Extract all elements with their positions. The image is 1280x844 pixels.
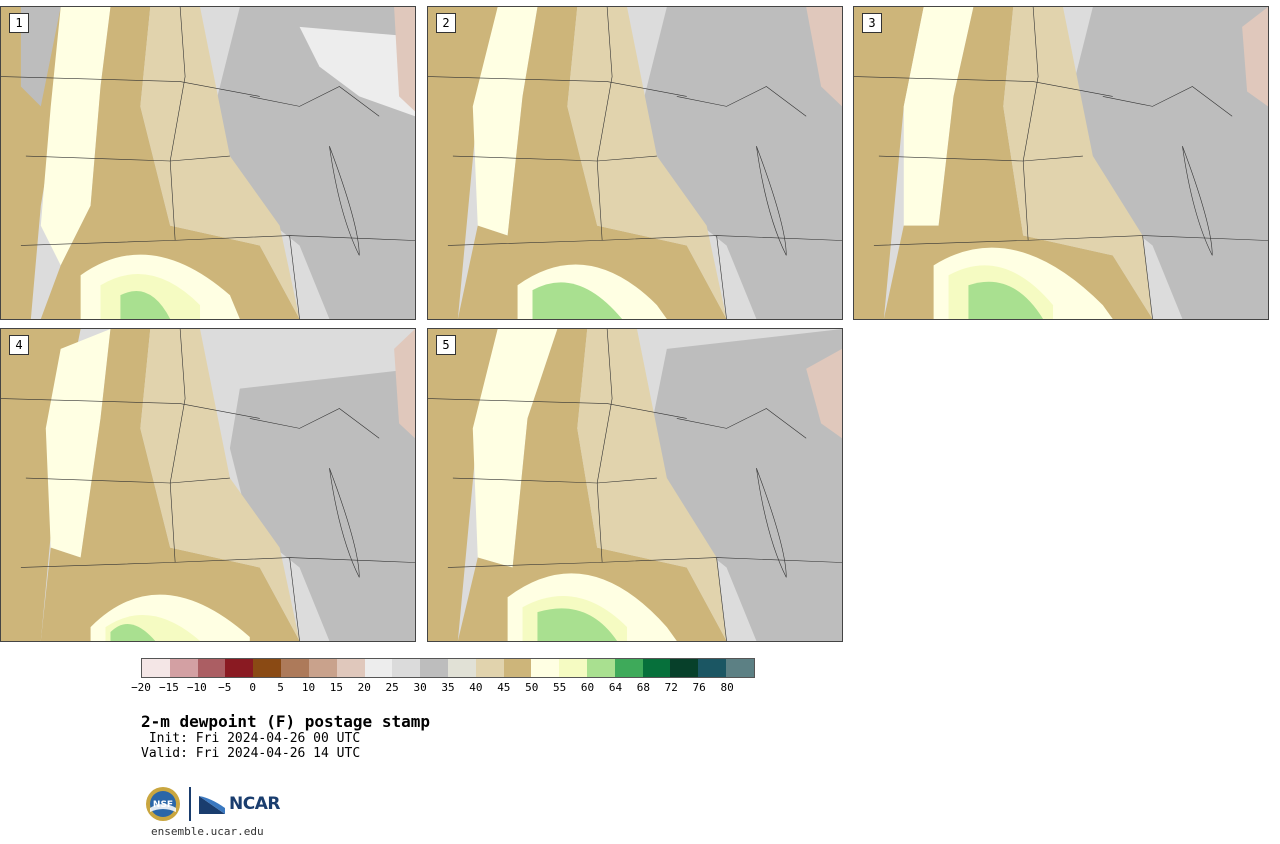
colorbar-swatch (726, 659, 754, 677)
panel-3: 3 (853, 6, 1269, 320)
colorbar-swatch (670, 659, 699, 677)
panel-label: 4 (9, 335, 29, 355)
init-time: Init: Fri 2024-04-26 00 UTC (141, 731, 361, 746)
colorbar-tick-label: 25 (385, 681, 399, 694)
colorbar-swatch (169, 659, 198, 677)
nsf-logo-icon: NSF (146, 787, 180, 821)
panel-2: 2 (427, 6, 843, 320)
colorbar-tick-label: 30 (413, 681, 427, 694)
colorbar-tick-label: 80 (720, 681, 734, 694)
colorbar-swatch (253, 659, 282, 677)
colorbar-tick-label: 0 (249, 681, 256, 694)
colorbar-swatch (225, 659, 254, 677)
colorbar-tick-label: −15 (158, 681, 179, 694)
colorbar-tick-label: 45 (497, 681, 511, 694)
colorbar-swatch (197, 659, 226, 677)
colorbar-tick-label: 35 (441, 681, 455, 694)
logos: NSF NCAR (145, 786, 280, 822)
colorbar-swatch (420, 659, 448, 677)
colorbar-tick-label: 72 (664, 681, 678, 694)
colorbar-tick-label: 64 (608, 681, 623, 694)
colorbar-tick-label: 15 (329, 681, 343, 694)
colorbar-swatch (587, 659, 615, 677)
logo-divider (189, 787, 191, 821)
dewpoint-map-1 (1, 7, 415, 319)
colorbar-swatch (559, 659, 587, 677)
colorbar-swatch (503, 659, 532, 677)
colorbar-swatch (447, 659, 476, 677)
colorbar-tick-label: 68 (636, 681, 650, 694)
colorbar-tick-label: −10 (186, 681, 207, 694)
panel-label: 5 (436, 335, 456, 355)
colorbar-swatch (531, 659, 560, 677)
colorbar-tick-label: 76 (692, 681, 706, 694)
website-url: ensemble.ucar.edu (151, 825, 264, 838)
valid-time: Valid: Fri 2024-04-26 14 UTC (141, 746, 361, 761)
panel-label: 3 (862, 13, 882, 33)
colorbar-tick-label: −5 (218, 681, 232, 694)
panel-label: 2 (436, 13, 456, 33)
panel-5: 5 (427, 328, 843, 642)
colorbar-swatch (142, 659, 170, 677)
colorbar-swatch (364, 659, 393, 677)
colorbar-swatch (392, 659, 421, 677)
colorbar-swatch (336, 659, 365, 677)
ncar-logo-icon (199, 796, 225, 814)
dewpoint-map-5 (428, 329, 842, 641)
colorbar-tick-label: 10 (301, 681, 316, 694)
panel-label: 1 (9, 13, 29, 33)
plot-title: 2-m dewpoint (F) postage stamp (141, 712, 430, 731)
colorbar-tick-label: 50 (525, 681, 539, 694)
colorbar-tick-label: −20 (131, 681, 151, 694)
colorbar-swatch (614, 659, 643, 677)
colorbar-swatch (475, 659, 504, 677)
colorbar-tick-label: 5 (277, 681, 284, 694)
ncar-logo-text: NCAR (229, 794, 280, 814)
colorbar-tick-label: 60 (580, 681, 595, 694)
colorbar-swatch (642, 659, 671, 677)
colorbar (141, 658, 755, 678)
panel-1: 1 (0, 6, 416, 320)
dewpoint-map-3 (854, 7, 1268, 319)
colorbar-tick-label: 20 (357, 681, 371, 694)
panel-4: 4 (0, 328, 416, 642)
dewpoint-map-2 (428, 7, 842, 319)
colorbar-swatch (698, 659, 727, 677)
dewpoint-map-4 (1, 329, 415, 641)
colorbar-swatch (308, 659, 337, 677)
colorbar-tick-label: 40 (469, 681, 483, 694)
colorbar-swatch (281, 659, 309, 677)
nsf-logo-text: NSF (153, 800, 173, 810)
colorbar-ticks: −20 −15 −10 −5 0 5 10 15 20 25 30 35 40 45 50 55 60 64 68 7… (131, 681, 755, 695)
colorbar-tick-label: 55 (553, 681, 567, 694)
